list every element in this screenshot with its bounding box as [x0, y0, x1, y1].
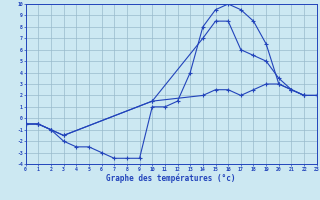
X-axis label: Graphe des températures (°c): Graphe des températures (°c) [107, 173, 236, 183]
